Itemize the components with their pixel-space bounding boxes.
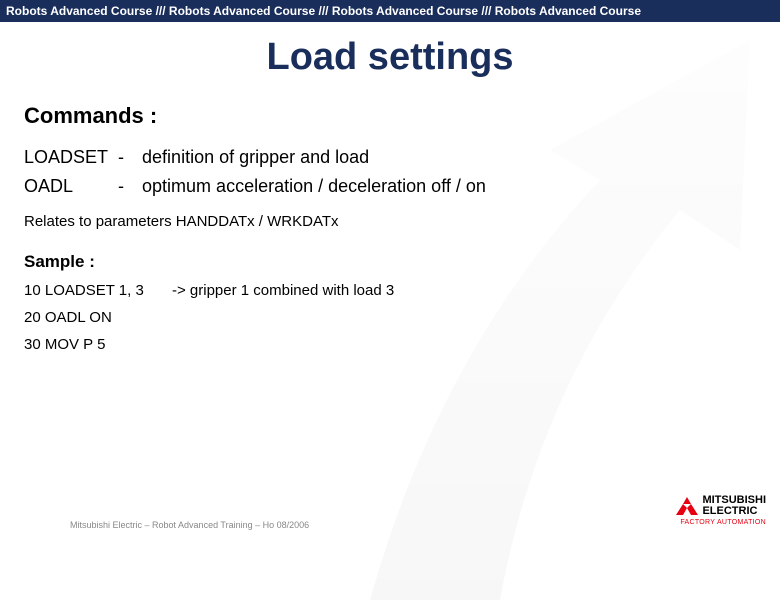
command-desc: definition of gripper and load [142, 143, 486, 172]
command-dash: - [118, 172, 142, 201]
command-dash: - [118, 143, 142, 172]
mitsubishi-logo: MITSUBISHI ELECTRIC FACTORY AUTOMATION [676, 495, 766, 526]
slide-title: Load settings [0, 36, 780, 79]
commands-table: LOADSET - definition of gripper and load… [24, 143, 486, 201]
sample-code: 30 MOV P 5 [24, 336, 154, 353]
command-row: OADL - optimum acceleration / decelerati… [24, 172, 486, 201]
sample-code: 20 OADL ON [24, 309, 154, 326]
command-name: OADL [24, 172, 118, 201]
command-desc: optimum acceleration / deceleration off … [142, 172, 486, 201]
sample-line: 20 OADL ON [24, 309, 756, 326]
command-row: LOADSET - definition of gripper and load [24, 143, 486, 172]
logo-line2: ELECTRIC [702, 506, 766, 517]
logo-subtext: FACTORY AUTOMATION [676, 519, 766, 526]
commands-heading: Commands : [24, 103, 756, 129]
sample-heading: Sample : [24, 252, 756, 272]
mitsubishi-diamonds-icon [676, 497, 698, 515]
sample-note: -> gripper 1 combined with load 3 [172, 282, 394, 299]
relates-text: Relates to parameters HANDDATx / WRKDATx [24, 213, 756, 230]
sample-line: 10 LOADSET 1, 3 -> gripper 1 combined wi… [24, 282, 756, 299]
header-bar: Robots Advanced Course /// Robots Advanc… [0, 0, 780, 22]
sample-line: 30 MOV P 5 [24, 336, 756, 353]
command-name: LOADSET [24, 143, 118, 172]
content-area: Commands : LOADSET - definition of gripp… [0, 103, 780, 353]
footer-text: Mitsubishi Electric – Robot Advanced Tra… [70, 520, 309, 530]
sample-code: 10 LOADSET 1, 3 [24, 282, 154, 299]
